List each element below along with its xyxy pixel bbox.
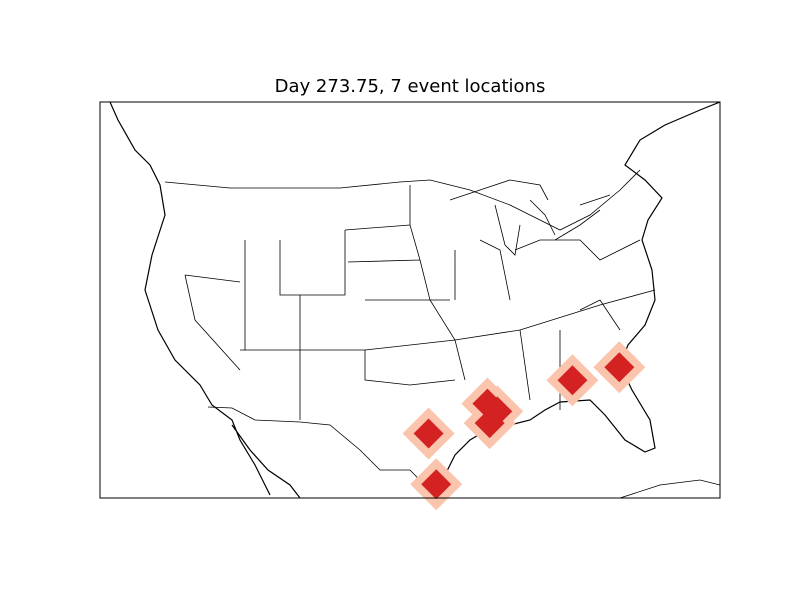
map-frame <box>99 101 721 499</box>
great-lakes <box>449 179 611 256</box>
event-marker <box>604 352 635 383</box>
event-marker <box>413 418 444 449</box>
boundaries <box>109 102 720 498</box>
state-lines <box>184 185 656 420</box>
mexico-border <box>207 406 438 498</box>
canada-border <box>164 169 641 231</box>
map-title: Day 273.75, 7 event locations <box>274 76 546 97</box>
event-marker <box>474 408 505 439</box>
cuba-coast <box>619 479 720 498</box>
event-marker <box>557 365 588 396</box>
event-marker <box>421 469 452 500</box>
event-markers <box>402 341 646 511</box>
